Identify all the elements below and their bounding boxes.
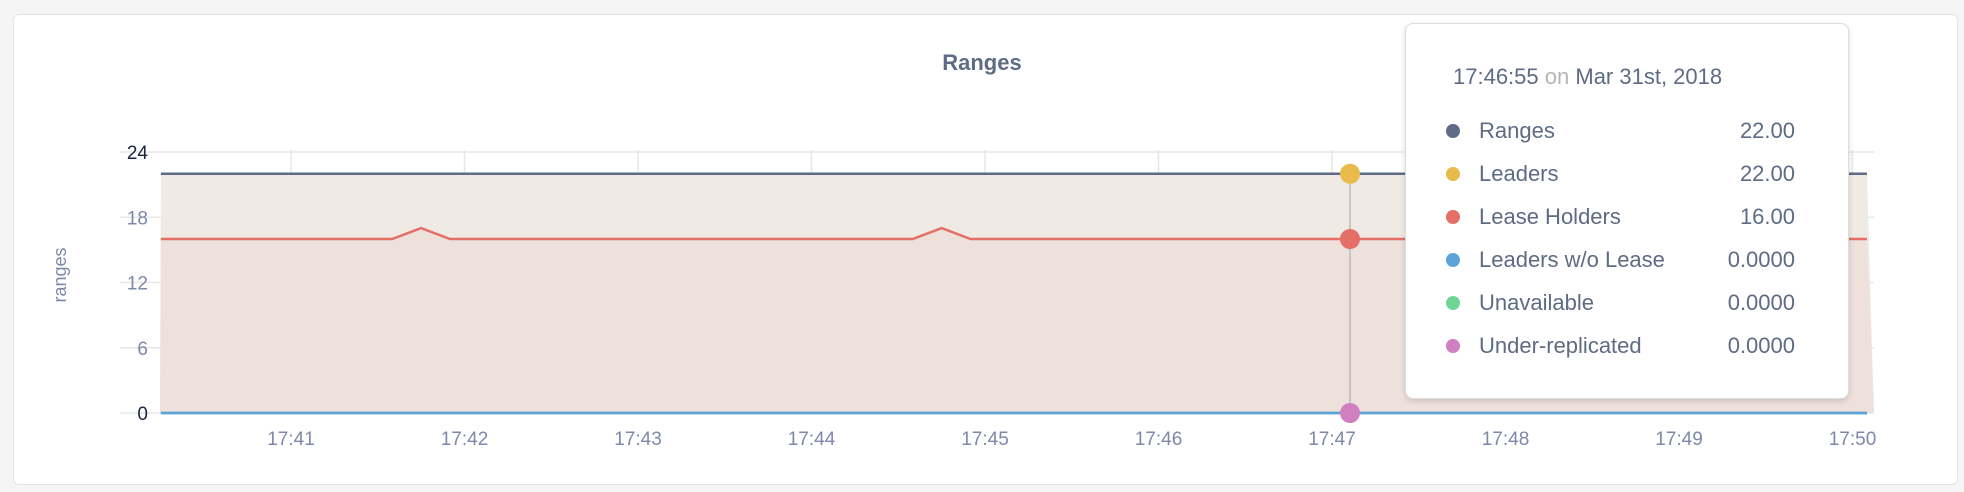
tooltip-series-value: 22.00 — [1739, 118, 1795, 143]
tooltip-timestamp: 17:46:55 on Mar 31st, 2018 — [1453, 64, 1723, 89]
tooltip-series-label: Ranges — [1479, 118, 1555, 143]
tooltip-row: Leaders w/o Lease 0.0000 — [1446, 245, 1795, 275]
hover-tooltip: 17:46:55 on Mar 31st, 2018 Ranges 22.00 Le… — [1405, 23, 1849, 399]
x-tick-label: 17:49 — [1655, 429, 1703, 450]
x-tick-label: 17:46 — [1135, 429, 1183, 450]
series-color-dot-icon — [1446, 124, 1460, 138]
hover-point — [1340, 163, 1360, 184]
tooltip-series-label: Leaders — [1479, 161, 1559, 186]
tooltip-series-label: Under-replicated — [1479, 333, 1642, 358]
series-color-dot-icon — [1446, 210, 1460, 224]
tooltip-series-label: Lease Holders — [1479, 204, 1621, 229]
tooltip-row: Ranges 22.00 — [1446, 116, 1795, 146]
x-tick-label: 17:45 — [961, 429, 1009, 450]
x-tick-label: 17:42 — [441, 429, 489, 450]
tooltip-row: Unavailable 0.0000 — [1446, 288, 1795, 318]
x-tick-label: 17:50 — [1829, 429, 1877, 450]
x-tick-label: 17:48 — [1482, 429, 1530, 450]
y-tick-label: 0 — [137, 404, 148, 425]
tooltip-series-label: Unavailable — [1479, 290, 1594, 315]
series-color-dot-icon — [1446, 339, 1460, 353]
tooltip-series-value: 0.0000 — [1727, 247, 1795, 272]
tooltip-row: Under-replicated 0.0000 — [1446, 331, 1795, 361]
x-tick-label: 17:47 — [1308, 429, 1356, 450]
y-tick-label: 6 — [137, 339, 148, 360]
tooltip-series-label: Leaders w/o Lease — [1479, 247, 1665, 272]
hover-point — [1340, 403, 1360, 423]
tooltip-series-value: 0.0000 — [1727, 333, 1795, 358]
y-axis-label: ranges — [50, 247, 70, 302]
tooltip-series-value: 22.00 — [1739, 161, 1795, 186]
tooltip-series-value: 0.0000 — [1727, 290, 1795, 315]
x-tick-label: 17:44 — [788, 429, 836, 450]
tooltip-series-value: 16.00 — [1739, 204, 1795, 229]
x-tick-label: 17:43 — [614, 429, 662, 450]
tooltip-row: Lease Holders 16.00 — [1446, 202, 1795, 232]
series-color-dot-icon — [1446, 253, 1460, 267]
x-tick-label: 17:41 — [267, 429, 315, 450]
tooltip-row: Leaders 22.00 — [1446, 159, 1795, 189]
y-tick-label: 24 — [127, 143, 149, 164]
series-color-dot-icon — [1446, 296, 1460, 310]
y-tick-label: 12 — [127, 274, 148, 295]
hover-point — [1340, 229, 1360, 249]
chart-title: Ranges — [942, 50, 1022, 75]
series-color-dot-icon — [1446, 167, 1460, 181]
y-tick-label: 18 — [127, 208, 148, 229]
